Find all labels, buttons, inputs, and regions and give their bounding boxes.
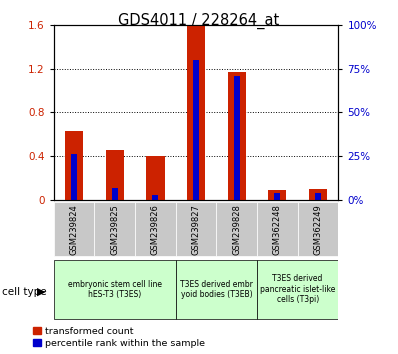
Bar	[94, 202, 135, 256]
Bar	[309, 189, 327, 200]
Bar	[152, 195, 158, 200]
Text: GDS4011 / 228264_at: GDS4011 / 228264_at	[118, 12, 280, 29]
Bar	[105, 150, 124, 200]
Bar	[257, 202, 298, 256]
Text: GSM239824: GSM239824	[70, 204, 78, 255]
Text: cell type: cell type	[2, 287, 47, 297]
Text: GSM239825: GSM239825	[110, 204, 119, 255]
Bar	[54, 202, 94, 256]
Bar	[71, 154, 77, 200]
Bar	[54, 260, 176, 319]
Bar	[112, 188, 118, 200]
Bar	[193, 60, 199, 200]
Bar	[135, 202, 176, 256]
Text: T3ES derived embr
yoid bodies (T3EB): T3ES derived embr yoid bodies (T3EB)	[180, 280, 253, 299]
Text: T3ES derived
pancreatic islet-like
cells (T3pi): T3ES derived pancreatic islet-like cells…	[260, 274, 336, 304]
Bar	[268, 190, 287, 200]
Bar	[176, 260, 257, 319]
Bar	[274, 193, 280, 200]
Bar	[217, 202, 257, 256]
Bar	[315, 193, 321, 200]
Bar	[187, 27, 205, 200]
Text: GSM239828: GSM239828	[232, 204, 241, 255]
Bar	[298, 202, 338, 256]
Bar	[176, 202, 216, 256]
Text: GSM362249: GSM362249	[314, 204, 322, 255]
Bar	[234, 76, 240, 200]
Legend: transformed count, percentile rank within the sample: transformed count, percentile rank withi…	[33, 327, 205, 348]
Text: GSM362248: GSM362248	[273, 204, 282, 255]
Bar	[146, 156, 164, 200]
Text: embryonic stem cell line
hES-T3 (T3ES): embryonic stem cell line hES-T3 (T3ES)	[68, 280, 162, 299]
Text: ▶: ▶	[37, 287, 45, 297]
Bar	[228, 72, 246, 200]
Bar	[257, 260, 338, 319]
Text: GSM239827: GSM239827	[191, 204, 201, 255]
Text: GSM239826: GSM239826	[151, 204, 160, 255]
Bar	[65, 131, 83, 200]
